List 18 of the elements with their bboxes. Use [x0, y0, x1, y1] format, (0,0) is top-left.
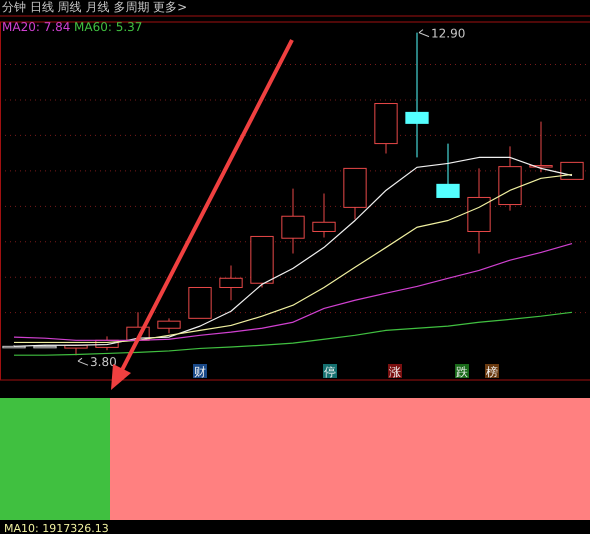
annotation: 12.90: [431, 26, 466, 41]
candlestick: [560, 162, 584, 180]
annotation: 停: [324, 365, 336, 379]
text: MA60: 5.37: [74, 20, 142, 34]
candlestick: [157, 318, 181, 334]
candlestick: [436, 143, 460, 198]
annotation: 财: [194, 365, 206, 379]
candlestick: [281, 188, 305, 254]
annotation: 榜: [486, 365, 498, 379]
text: MA20: 7.84: [2, 20, 70, 34]
annotation: 跌: [456, 365, 468, 379]
candlestick: [219, 265, 243, 301]
candlestick: [405, 32, 429, 158]
annotation: 3.80: [90, 355, 117, 370]
text: MA10: 1917326.13: [4, 522, 109, 534]
annotation: 涨: [389, 365, 401, 379]
chart-title: 分钟 日线 周线 月线 多周期 更多>: [2, 0, 188, 14]
candlestick: [312, 193, 336, 238]
